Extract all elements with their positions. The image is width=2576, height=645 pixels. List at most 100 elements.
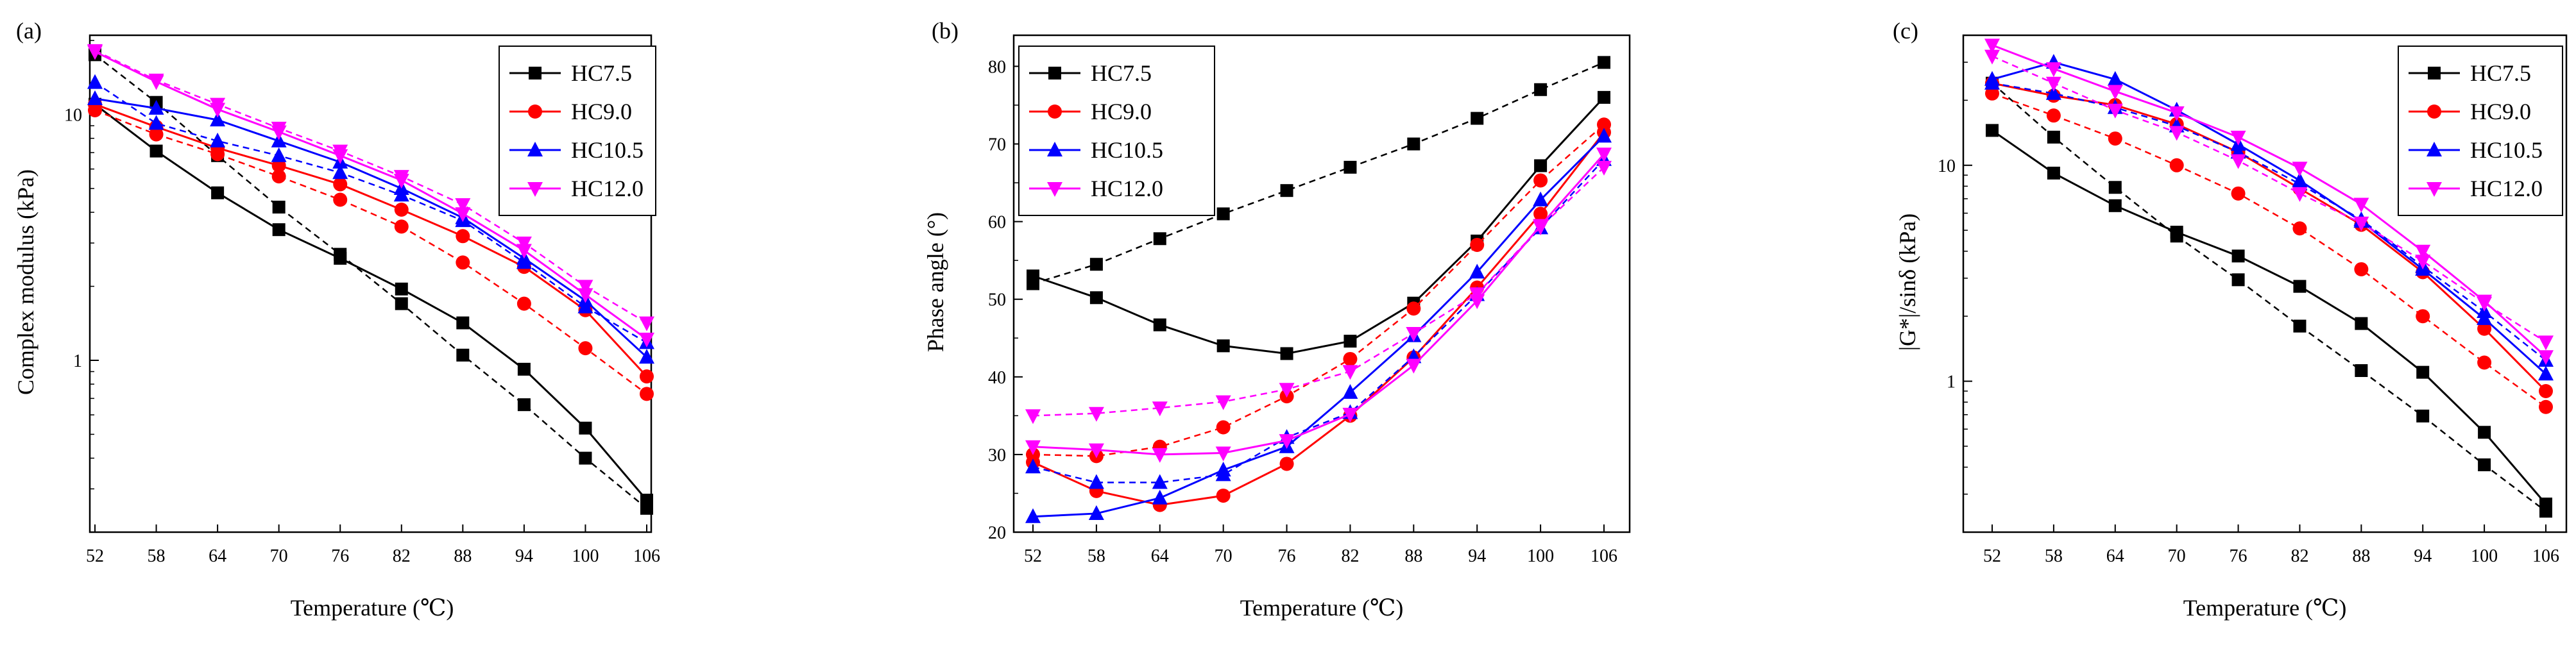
data-point <box>272 223 286 237</box>
data-point <box>1596 128 1612 143</box>
data-point <box>577 280 593 295</box>
data-point <box>2046 108 2061 123</box>
data-point <box>1533 206 1548 221</box>
data-point <box>1533 219 1549 234</box>
data-point <box>87 74 103 89</box>
data-point <box>2477 355 2492 370</box>
data-point <box>577 288 593 303</box>
legend-label: HC10.5 <box>2470 137 2543 163</box>
data-point <box>2045 76 2061 92</box>
series-line-solid <box>1032 153 1605 456</box>
x-tick-label: 52 <box>86 546 104 566</box>
legend-label: HC9.0 <box>2470 99 2531 124</box>
data-point <box>2107 103 2123 119</box>
x-tick-label: 82 <box>393 546 411 566</box>
data-point <box>395 282 408 296</box>
data-point <box>517 398 531 412</box>
data-point <box>210 112 226 127</box>
x-tick-label: 88 <box>454 546 472 566</box>
x-tick-label: 100 <box>572 546 599 566</box>
series-HC7.5 <box>1027 56 1610 360</box>
data-point <box>2107 85 2123 100</box>
data-point <box>640 369 654 384</box>
legend-marker <box>1048 67 1061 80</box>
series-line-solid <box>1992 44 2547 358</box>
data-point <box>2170 226 2183 239</box>
data-point <box>2478 458 2491 471</box>
data-point <box>1025 458 1041 474</box>
data-point <box>394 203 409 217</box>
data-point <box>393 174 409 189</box>
x-tick-label: 106 <box>633 546 660 566</box>
legend-marker <box>2427 142 2442 156</box>
legend-label: HC7.5 <box>2470 60 2531 86</box>
data-point <box>2355 317 2368 330</box>
data-point <box>2292 187 2308 202</box>
x-tick-label: 88 <box>2352 546 2370 566</box>
data-point <box>1342 384 1358 399</box>
data-point <box>1534 159 1548 172</box>
data-point <box>1406 301 1421 316</box>
data-point <box>1469 294 1485 310</box>
x-tick-label: 106 <box>1591 546 1617 566</box>
x-tick-label: 100 <box>2471 546 2498 566</box>
legend: HC7.5 HC9.0 HC10.5 HC12.0 <box>2398 46 2563 216</box>
data-point <box>456 316 470 330</box>
data-point <box>395 297 408 310</box>
data-point <box>2478 426 2491 439</box>
legend-label: HC12.0 <box>571 176 644 201</box>
data-point <box>1407 137 1420 151</box>
data-point <box>1152 448 1168 463</box>
series-line-dashed <box>1992 82 2546 512</box>
data-point <box>2477 294 2493 310</box>
y-tick-label: 10 <box>64 106 82 126</box>
data-point <box>1088 443 1104 458</box>
data-point <box>1596 160 1612 176</box>
data-point <box>1027 269 1039 283</box>
data-point <box>394 219 409 234</box>
data-point <box>2230 154 2246 169</box>
y-tick-label: 80 <box>988 57 1006 77</box>
series-HC12.0 <box>1984 38 2554 365</box>
x-tick-label: 64 <box>2106 546 2124 566</box>
data-point <box>148 75 164 90</box>
chart-panel-1: 52 58 64 70 76 82 88 94 100 106 1 10 (a) Temperature … <box>13 18 660 621</box>
data-point <box>640 494 653 507</box>
data-point <box>2416 409 2430 423</box>
x-axis-label: Temperature (℃) <box>1240 595 1404 621</box>
y-tick-label: 60 <box>988 213 1006 233</box>
series-HC7.5 <box>89 48 653 515</box>
data-point <box>2416 365 2430 379</box>
legend-marker <box>1048 105 1062 119</box>
data-point <box>1598 90 1610 104</box>
legend-entry: HC7.5 <box>509 60 632 86</box>
data-point <box>1088 505 1104 520</box>
x-tick-label: 58 <box>1088 546 1105 566</box>
data-point <box>333 177 348 192</box>
data-point <box>1152 401 1168 417</box>
x-tick-label: 52 <box>1024 546 1042 566</box>
data-point <box>1343 351 1358 366</box>
data-point <box>334 251 347 265</box>
data-point <box>2539 498 2552 511</box>
legend-entry: HC12.0 <box>509 176 644 201</box>
data-point <box>2230 130 2246 146</box>
data-point <box>1984 71 2000 86</box>
data-point <box>148 99 164 115</box>
series-line-dashed <box>94 109 647 395</box>
series-line-solid <box>1992 82 2547 392</box>
data-point <box>1471 112 1484 125</box>
series-line-solid <box>1032 96 1605 355</box>
data-point <box>2047 130 2060 144</box>
data-point <box>639 349 654 364</box>
y-tick-label: 10 <box>1938 156 1956 176</box>
legend-entry: HC10.5 <box>2409 137 2543 163</box>
data-point <box>2231 273 2245 287</box>
data-point <box>2293 280 2307 293</box>
data-point <box>2415 255 2431 270</box>
series-HC12.0 <box>87 44 654 348</box>
data-point <box>2231 186 2246 201</box>
x-tick-label: 82 <box>1341 546 1359 566</box>
y-tick-label: 1 <box>1947 373 1956 392</box>
series-line-solid <box>1992 130 2547 505</box>
